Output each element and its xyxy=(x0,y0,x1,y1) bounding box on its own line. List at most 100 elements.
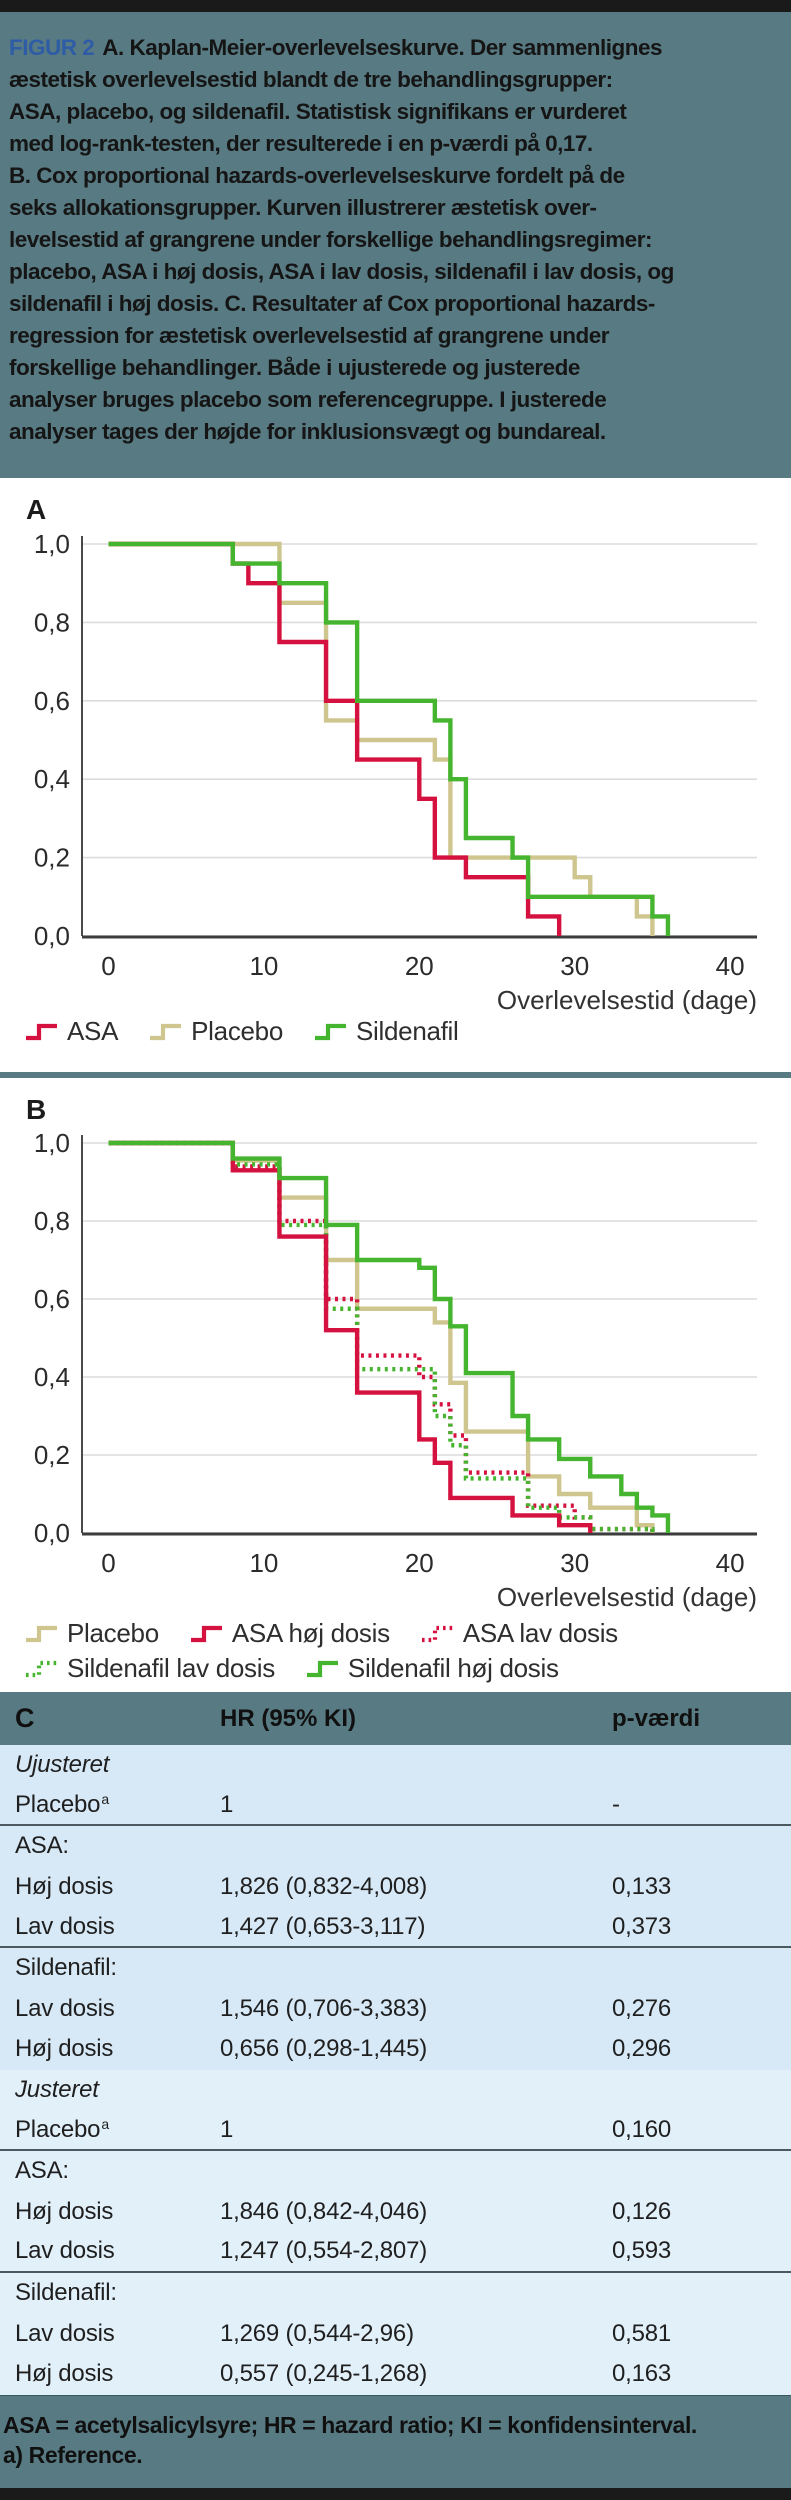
figure-footnote: ASA = acetylsalicylsyre; HR = hazard rat… xyxy=(0,2395,791,2488)
legend-item-sildenafil-lav-dosis: Sildenafil lav dosis xyxy=(24,1653,275,1684)
caption-line: B. Cox proportional hazards-overlevelses… xyxy=(9,163,625,188)
row-label: Lav dosis xyxy=(15,1994,115,2022)
legend-label: Sildenafil lav dosis xyxy=(67,1653,275,1683)
x-tick-label: 0 xyxy=(101,1548,115,1578)
footnote-line: a) Reference. xyxy=(3,2442,143,2468)
top-border-bar xyxy=(0,0,791,12)
caption-line: ASA, placebo, og sildenafil. Statistisk … xyxy=(9,99,627,124)
series-curve-sildenafil-høj-dosis xyxy=(108,1140,671,1533)
legend-label: ASA lav dosis xyxy=(462,1618,618,1648)
row-label: Placebo a xyxy=(15,2115,109,2143)
table-row: Høj dosis 1,826 (0,832-4,008) 0,133 xyxy=(0,1866,791,1908)
x-tick-label: 40 xyxy=(716,1548,745,1578)
legend-step-glyph xyxy=(26,1660,57,1677)
row-label: Ujusteret xyxy=(15,1751,110,1779)
table-row: ASA: xyxy=(0,1826,791,1867)
legend-line xyxy=(421,1625,453,1642)
table-header: C HR (95% KI) p-værdi xyxy=(0,1692,791,1745)
y-tick-label: 0,8 xyxy=(34,607,70,637)
row-label: Lav dosis xyxy=(15,2319,115,2347)
table-row: Ujusteret xyxy=(0,1745,791,1786)
y-tick-label: 0,4 xyxy=(34,764,70,794)
row-label: Placebo a xyxy=(15,1790,109,1818)
y-tick-label: 0,6 xyxy=(34,686,70,716)
hr-value: 0,656 (0,298-1,445) xyxy=(220,2035,428,2063)
figure-caption: FIGUR 2 A. Kaplan-Meier-overlevelseskurve… xyxy=(0,12,791,478)
legend-step-glyph xyxy=(150,1023,182,1040)
bottom-border-bar xyxy=(0,2488,791,2500)
legend-line xyxy=(306,1660,338,1677)
row-label: ASA: xyxy=(15,2157,69,2185)
hr-value: 1,546 (0,706-3,383) xyxy=(220,1994,428,2022)
x-axis-title: Overlevelsestid (dage) xyxy=(497,1582,757,1612)
p-value: 0,133 xyxy=(612,1873,672,1901)
table-row: Justeret xyxy=(0,2069,791,2111)
p-value: 0,126 xyxy=(612,2197,672,2225)
table-row: ASA: xyxy=(0,2150,791,2192)
panel-b: B 1,0 0,8 0,6 0,4 0,2 0,0 0 10 20 30 40 Overlevelse… xyxy=(0,1078,791,1692)
caption-line: analyser bruges placebo som referencegru… xyxy=(9,387,607,412)
legend-line xyxy=(26,1660,57,1677)
x-tick-label: 20 xyxy=(405,1548,434,1578)
table-row: Lav dosis 1,427 (0,653-3,117) 0,373 xyxy=(0,1907,791,1948)
p-value: 0,593 xyxy=(612,2237,672,2265)
panel-c-label: C xyxy=(15,1703,35,1733)
figure-number-label: FIGUR 2 xyxy=(9,35,95,60)
legend-item-placebo: Placebo xyxy=(24,1618,159,1649)
p-value: 0,581 xyxy=(612,2319,672,2347)
legend-item-asa-lav-dosis: ASA lav dosis xyxy=(420,1618,618,1649)
legend-label: ASA høj dosis xyxy=(231,1618,390,1648)
series-curve-placebo xyxy=(108,1140,655,1533)
row-label: Sildenafil: xyxy=(15,2279,117,2307)
panel-a: A 1,0 0,8 0,6 0,4 0,2 0,0 0 10 20 30 40 Overlevelse… xyxy=(0,478,791,1072)
caption-line: placebo, ASA i høj dosis, ASA i lav dosi… xyxy=(9,259,674,284)
caption-line: forskellige behandlinger. Både i ujuster… xyxy=(9,355,580,380)
legend-label: Placebo xyxy=(191,1016,283,1046)
series-curve-placebo xyxy=(108,541,655,936)
row-label: Lav dosis xyxy=(15,2237,115,2265)
y-tick-label: 0,6 xyxy=(34,1284,70,1314)
row-label: Lav dosis xyxy=(15,1912,115,1940)
legend-item-placebo: Placebo xyxy=(148,1016,283,1047)
hr-value: 1,269 (0,544-2,96) xyxy=(220,2319,414,2347)
legend-line xyxy=(150,1023,182,1040)
legend-step-glyph xyxy=(421,1625,453,1642)
legend-step-glyph xyxy=(306,1660,338,1677)
hr-value: 1,826 (0,832-4,008) xyxy=(220,1873,428,1901)
x-tick-label: 10 xyxy=(249,951,278,981)
legend-label: Sildenafil høj dosis xyxy=(347,1653,559,1683)
table-row: Placebo a 1 0,160 xyxy=(0,2110,791,2151)
p-value: 0,296 xyxy=(612,2035,672,2063)
row-label: Sildenafil: xyxy=(15,1954,117,1982)
x-tick-label: 0 xyxy=(101,951,115,981)
p-value: 0,163 xyxy=(612,2360,672,2388)
p-value: 0,373 xyxy=(612,1912,672,1940)
legend-item-sildenafil: Sildenafil xyxy=(313,1016,459,1047)
caption-line: regression for æstetisk overlevelsestid … xyxy=(9,323,609,348)
table-row: Lav dosis 1,247 (0,554-2,807) 0,593 xyxy=(0,2232,791,2273)
legend-line xyxy=(26,1023,57,1040)
y-tick-label: 0,0 xyxy=(34,1518,70,1548)
column-header-pvalue: p-værdi xyxy=(612,1704,701,1732)
table-row: Lav dosis 1,269 (0,544-2,96) 0,581 xyxy=(0,2313,791,2354)
legend-step-glyph xyxy=(190,1625,222,1642)
y-tick-label: 1,0 xyxy=(34,1128,70,1158)
legend-row: Placebo ASA høj dosis ASA lav dosis xyxy=(24,1618,618,1649)
caption-line: med log-rank-testen, der resulterede i e… xyxy=(9,131,593,156)
cox-hazards-chart: 1,0 0,8 0,6 0,4 0,2 0,0 0 10 20 30 40 Overlevelsest… xyxy=(34,1128,757,1612)
row-label: Høj dosis xyxy=(15,2360,114,2388)
legend-label: ASA xyxy=(67,1016,119,1046)
hr-value: 1 xyxy=(220,2115,234,2143)
legend-a: ASA Placebo Sildenafil xyxy=(24,1016,459,1047)
legend-row: Sildenafil lav dosis Sildenafil høj dosis xyxy=(24,1653,618,1684)
table-row: Høj dosis 1,846 (0,842-4,046) 0,126 xyxy=(0,2191,791,2233)
x-axis-title: Overlevelsestid (dage) xyxy=(497,985,757,1014)
panel-a-label: A xyxy=(26,494,47,525)
table-row: Placebo a 1 - xyxy=(0,1785,791,1827)
panel-b-label: B xyxy=(26,1094,47,1125)
caption-line: levelsestid af grangrene under forskelli… xyxy=(9,227,652,252)
hr-value: 1,427 (0,653-3,117) xyxy=(220,1912,426,1940)
table-row: Sildenafil: xyxy=(0,1947,791,1989)
y-tick-label: 1,0 xyxy=(34,529,70,559)
